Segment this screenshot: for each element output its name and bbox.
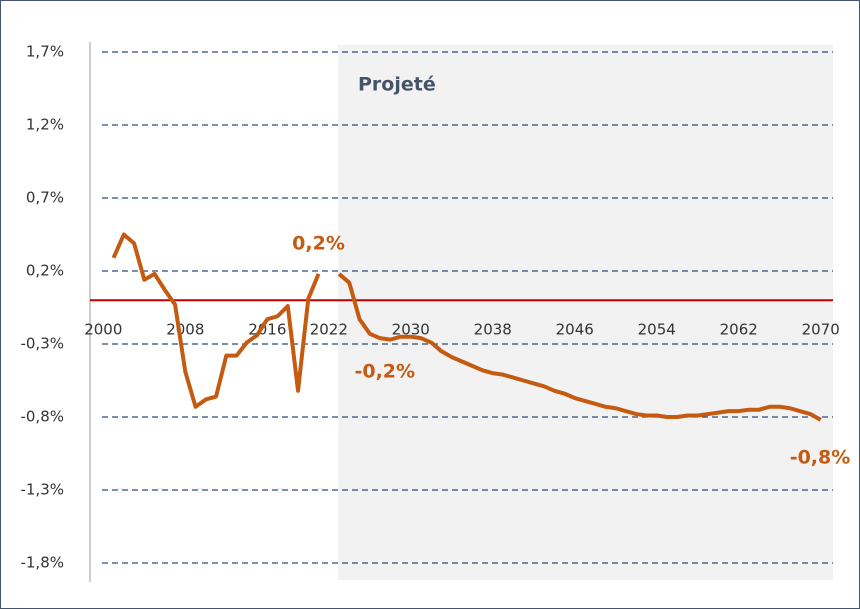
x-tick-label: 2046 bbox=[556, 321, 594, 339]
x-tick-label: 2008 bbox=[166, 321, 204, 339]
y-tick-label: 1,7% bbox=[26, 43, 64, 61]
y-tick-label: -1,3% bbox=[20, 481, 64, 499]
data-line bbox=[111, 232, 822, 422]
x-tick-label: 2062 bbox=[720, 321, 758, 339]
y-tick-label: -0,8% bbox=[20, 408, 64, 426]
x-tick-label: 2038 bbox=[474, 321, 512, 339]
x-tick-label: 2070 bbox=[802, 321, 840, 339]
y-tick-label: -1,8% bbox=[20, 554, 64, 572]
y-tick-label: 1,2% bbox=[26, 116, 64, 134]
x-tick-label: 2030 bbox=[392, 321, 430, 339]
y-tick-label: -0,3% bbox=[20, 335, 64, 353]
value-label: -0,8% bbox=[790, 446, 851, 468]
value-label: -0,2% bbox=[354, 360, 415, 382]
x-tick-label: 2022 bbox=[310, 321, 348, 339]
x-tick-label: 2000 bbox=[84, 321, 122, 339]
x-tick-label: 2054 bbox=[638, 321, 676, 339]
value-label: 0,2% bbox=[292, 232, 345, 254]
y-tick-label: 0,7% bbox=[26, 189, 64, 207]
projection-region bbox=[338, 45, 833, 580]
y-tick-label: 0,2% bbox=[26, 262, 64, 280]
projection-label: Projeté bbox=[358, 74, 436, 96]
